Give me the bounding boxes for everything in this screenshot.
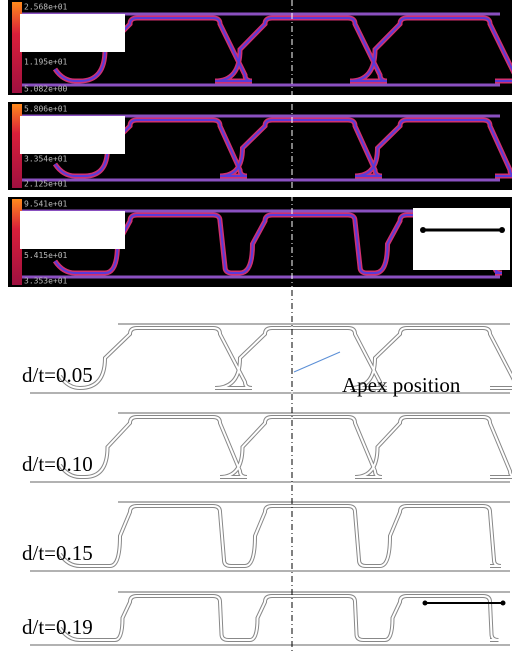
colorbar-label: 9.541e+01 bbox=[24, 200, 68, 209]
profile-label: d/t=0.15 bbox=[22, 541, 93, 565]
colorbar-label: 5.415e+01 bbox=[24, 251, 68, 260]
sheet-inner bbox=[60, 506, 501, 566]
sheet-inner bbox=[60, 417, 512, 477]
mask bbox=[20, 14, 125, 52]
scale-end bbox=[420, 227, 426, 233]
sheet-outline bbox=[60, 506, 501, 566]
scale-end bbox=[501, 601, 506, 606]
mask bbox=[20, 116, 125, 154]
colorbar-label: 3.353e+01 bbox=[24, 277, 68, 286]
scale-end bbox=[499, 227, 505, 233]
colorbar-label: 1.195e+01 bbox=[24, 57, 68, 66]
annotation-arrow bbox=[294, 352, 340, 372]
profile-label: d/t=0.19 bbox=[22, 615, 93, 639]
colorbar-label: 3.354e+01 bbox=[24, 155, 68, 164]
scale-end bbox=[423, 601, 428, 606]
profile-drawings: d/t=0.05 d/t=0.10 d/t=0.15 d/t=0.19 Apex pos… bbox=[22, 324, 512, 645]
colorbar-label: 5.082e+00 bbox=[24, 85, 68, 94]
profile-label: d/t=0.05 bbox=[22, 363, 93, 387]
legend-box bbox=[413, 208, 510, 270]
mask bbox=[20, 211, 125, 249]
simulation-panels: 2.568e+01 1.195e+01 5.082e+00 5.806e+01 3.35… bbox=[8, 0, 512, 287]
colorbar-label: 2.568e+01 bbox=[24, 3, 68, 12]
colorbar-label: 2.125e+01 bbox=[24, 180, 68, 189]
profile-label: d/t=0.10 bbox=[22, 452, 93, 476]
annotation: Apex position bbox=[342, 373, 461, 397]
figure: 2.568e+01 1.195e+01 5.082e+00 5.806e+01 3.35… bbox=[0, 0, 512, 653]
colorbar-label: 5.806e+01 bbox=[24, 105, 68, 114]
